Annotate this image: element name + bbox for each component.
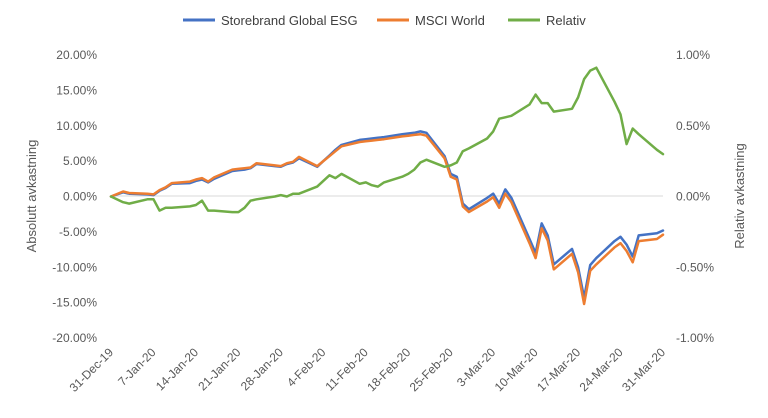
legend-label: Relativ [546,13,586,28]
plot-area [109,66,665,306]
y-axis-left: 20.00% 15.00% 10.00% 5.00% 0.00% -5.00% -10.00… [52,48,97,345]
y-right-tick-label: 0.00% [676,190,710,204]
x-tick-label: 7-Jan-20 [115,345,159,389]
legend: Storebrand Global ESG MSCI World Relativ [183,13,586,28]
legend-label: MSCI World [415,13,485,28]
x-tick-label: 11-Feb-20 [322,345,371,394]
x-tick-label: 18-Feb-20 [364,345,413,394]
series-line [109,66,665,214]
y-axis-right: 1.00% 0.50% 0.00% -0.50% -1.00% [676,48,714,345]
x-tick-label: 31-Mar-20 [619,345,668,394]
x-tick-label: 28-Jan-20 [238,345,286,393]
legend-entry: MSCI World [377,13,485,28]
y-left-tick-label: -15.00% [52,296,97,310]
y-right-tick-label: 0.50% [676,119,710,133]
y-left-tick-label: -20.00% [52,331,97,345]
y-axis-left-title: Absolutt avkastning [24,140,39,253]
x-tick-label: 10-Mar-20 [492,345,541,394]
x-tick-label: 25-Feb-20 [407,345,456,394]
series-line [109,132,665,306]
y-left-tick-label: 10.00% [56,119,97,133]
y-left-tick-label: 5.00% [63,154,97,168]
series-line [109,130,665,299]
x-tick-label: 24-Mar-20 [577,345,626,394]
x-tick-label: 17-Mar-20 [534,345,583,394]
y-right-tick-label: -1.00% [676,331,714,345]
y-axis-right-title: Relativ avkastning [732,143,747,249]
legend-label: Storebrand Global ESG [221,13,358,28]
y-left-tick-label: -10.00% [52,260,97,274]
y-left-tick-label: 15.00% [56,83,97,97]
legend-entry: Relativ [508,13,586,28]
x-tick-label: 31-Dec-19 [67,345,117,395]
y-right-tick-label: 1.00% [676,48,710,62]
legend-entry: Storebrand Global ESG [183,13,358,28]
y-left-tick-label: 20.00% [56,48,97,62]
y-left-tick-label: -5.00% [59,225,97,239]
x-tick-label: 14-Jan-20 [153,345,201,393]
x-axis: 31-Dec-19 7-Jan-2014-Jan-2021-Jan-2028-Ja… [67,345,669,395]
y-right-tick-label: -0.50% [676,260,714,274]
x-tick-label: 21-Jan-20 [195,345,243,393]
y-left-tick-label: 0.00% [63,190,97,204]
